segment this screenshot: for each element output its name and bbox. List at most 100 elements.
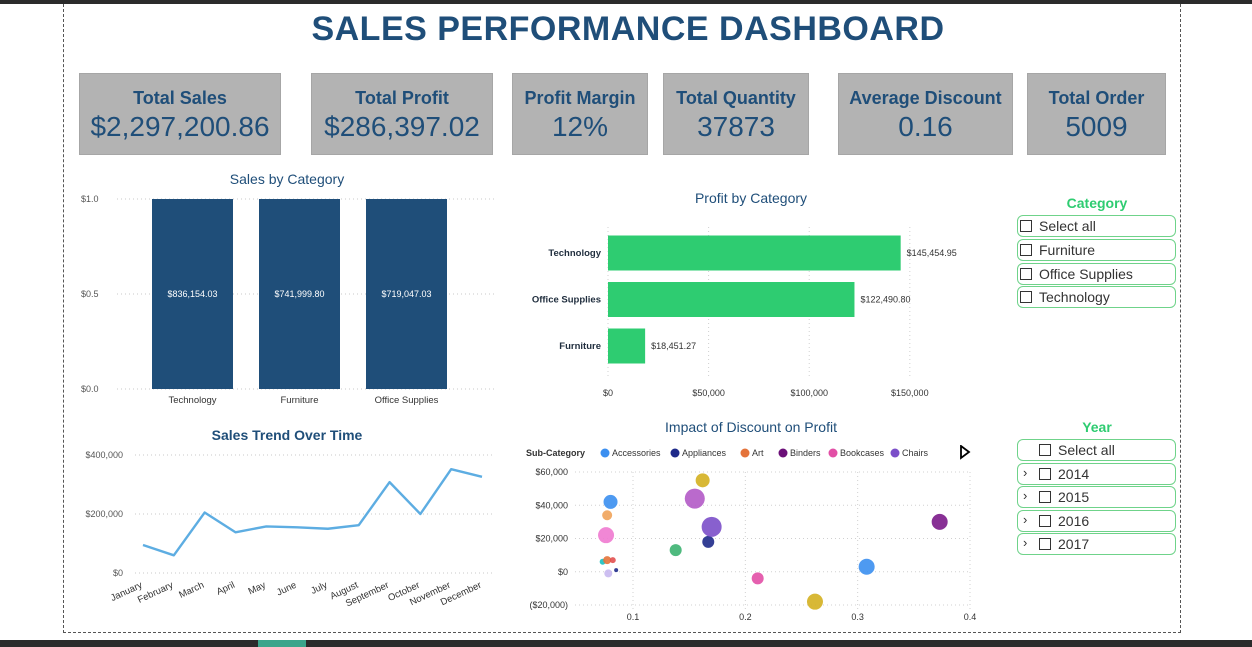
chevron-right-icon[interactable]: › — [1023, 465, 1028, 480]
y-tick-label: $0.0 — [81, 384, 99, 394]
kpi-total-order[interactable]: Total Order 5009 — [1027, 73, 1166, 155]
option-label: 2015 — [1058, 489, 1090, 505]
checkbox-icon[interactable] — [1039, 444, 1051, 456]
scatter-point — [609, 557, 616, 564]
kpi-value: 0.16 — [898, 111, 953, 142]
checkbox-icon[interactable] — [1039, 491, 1051, 503]
x-tick-label: May — [247, 580, 268, 598]
bar — [152, 199, 233, 389]
chevron-right-icon[interactable]: › — [1023, 512, 1028, 527]
y-tick-label: Technology — [548, 248, 601, 259]
window-top-bar — [0, 0, 1252, 4]
checkbox-icon[interactable] — [1020, 291, 1032, 303]
profit-by-category-chart[interactable]: $0 $50,000 $100,000 $150,000 Technology $145,… — [520, 222, 980, 407]
x-tick-label: Office Supplies — [375, 395, 439, 406]
category-option-furniture[interactable]: Furniture — [1017, 239, 1176, 261]
bar-data-label: $145,454.95 — [907, 248, 957, 258]
scatter-point — [695, 473, 710, 488]
kpi-value: 5009 — [1065, 111, 1128, 142]
y-tick-label: Furniture — [559, 341, 601, 352]
x-tick-label: July — [309, 580, 329, 597]
x-tick-label: 0.1 — [627, 612, 640, 622]
year-slicer-title: Year — [1082, 419, 1112, 435]
legend-label: Binders — [790, 448, 821, 458]
bar-data-label: $719,047.03 — [381, 289, 431, 299]
chart-title-sales-by-category: Sales by Category — [229, 171, 345, 187]
kpi-total-quantity[interactable]: Total Quantity 37873 — [663, 73, 809, 155]
bar — [259, 199, 340, 389]
category-option-office-supplies[interactable]: Office Supplies — [1017, 263, 1176, 285]
legend-label: Chairs — [902, 448, 929, 458]
option-label: 2014 — [1058, 466, 1090, 482]
legend-label: Appliances — [682, 448, 727, 458]
chevron-right-icon[interactable]: › — [1023, 488, 1028, 503]
legend-marker — [828, 448, 838, 458]
option-label: Select all — [1039, 218, 1096, 234]
kpi-total-sales[interactable]: Total Sales $2,297,200.86 — [79, 73, 281, 155]
x-tick-label: $100,000 — [790, 388, 828, 398]
category-option-select-all[interactable]: Select all — [1017, 215, 1176, 237]
year-option-2014[interactable]: › 2014 — [1017, 463, 1176, 485]
kpi-value: $286,397.02 — [324, 111, 480, 142]
x-tick-label: 0.4 — [964, 612, 977, 622]
year-option-2016[interactable]: › 2016 — [1017, 510, 1176, 532]
x-tick-label: April — [215, 580, 237, 598]
category-slicer-title: Category — [1066, 195, 1128, 211]
scatter-point — [614, 568, 619, 573]
active-page-tab-indicator[interactable] — [258, 640, 306, 647]
legend-label: Accessories — [612, 448, 661, 458]
kpi-total-profit[interactable]: Total Profit $286,397.02 — [311, 73, 493, 155]
sales-by-category-chart[interactable]: $1.0 $0.5 $0.0 $836,154.03 Technology $741,99… — [75, 190, 500, 412]
scatter-point — [806, 593, 823, 610]
scatter-point — [701, 516, 722, 537]
scatter-point — [931, 513, 948, 530]
kpi-profit-margin[interactable]: Profit Margin 12% — [512, 73, 648, 155]
year-option-2015[interactable]: › 2015 — [1017, 486, 1176, 508]
checkbox-icon[interactable] — [1039, 515, 1051, 527]
legend-title: Sub-Category — [526, 448, 585, 458]
kpi-label: Total Sales — [133, 88, 227, 108]
option-label: Office Supplies — [1039, 266, 1133, 282]
page-title: SALES PERFORMANCE DASHBOARD — [311, 10, 945, 48]
x-tick-label: March — [177, 580, 206, 601]
y-tick-label: $40,000 — [535, 500, 568, 510]
chart-title-profit-by-category: Profit by Category — [694, 190, 808, 206]
checkbox-icon[interactable] — [1039, 468, 1051, 480]
scatter-point — [751, 572, 764, 585]
chevron-right-icon[interactable]: › — [1023, 535, 1028, 550]
category-option-technology[interactable]: Technology — [1017, 286, 1176, 308]
report-canvas-frame — [63, 4, 1181, 633]
bar — [608, 328, 646, 364]
scatter-point — [602, 510, 613, 521]
option-label: 2017 — [1058, 536, 1090, 552]
scatter-point — [603, 556, 612, 565]
scatter-point — [603, 494, 618, 509]
kpi-average-discount[interactable]: Average Discount 0.16 — [838, 73, 1013, 155]
x-tick-label: Technology — [168, 395, 216, 406]
mouse-cursor-icon — [959, 444, 971, 465]
window-bottom-bar — [0, 640, 1252, 647]
legend-marker — [778, 448, 788, 458]
kpi-label: Total Profit — [355, 88, 449, 108]
scatter-point — [604, 569, 613, 578]
x-tick-label: February — [136, 580, 175, 606]
scatter-point — [598, 527, 615, 544]
bar-data-label: $836,154.03 — [167, 289, 217, 299]
x-tick-label: 0.3 — [851, 612, 864, 622]
x-tick-label: $50,000 — [692, 388, 725, 398]
y-tick-label: $0 — [113, 568, 123, 578]
bar-data-label: $18,451.27 — [651, 341, 696, 351]
checkbox-icon[interactable] — [1020, 268, 1032, 280]
bar — [608, 282, 855, 317]
discount-impact-scatter[interactable]: Sub-Category Accessories Appliances Art Bind… — [520, 440, 980, 630]
y-tick-label: $60,000 — [535, 467, 568, 477]
kpi-value: 37873 — [697, 111, 775, 142]
chart-title-sales-trend: Sales Trend Over Time — [211, 427, 363, 443]
checkbox-icon[interactable] — [1020, 244, 1032, 256]
checkbox-icon[interactable] — [1020, 220, 1032, 232]
year-option-2017[interactable]: › 2017 — [1017, 533, 1176, 555]
series-line — [142, 467, 483, 557]
year-option-select-all[interactable]: Select all — [1017, 439, 1176, 461]
checkbox-icon[interactable] — [1039, 538, 1051, 550]
